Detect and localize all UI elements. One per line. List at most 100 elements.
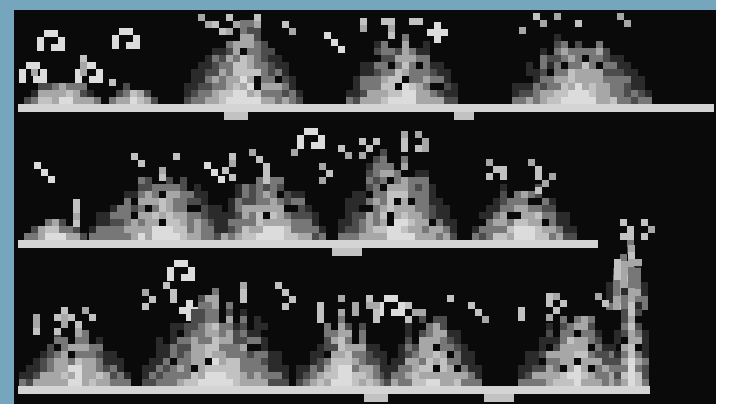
flame-pixel [317,372,324,379]
flame-pixel [642,330,649,337]
flame-pixel [38,83,45,90]
flame-pixel [539,379,546,386]
flame-tongue-pixel [240,289,247,296]
flame-pixel [233,358,240,365]
flame-pixel [261,344,268,351]
flame-pixel [380,212,387,219]
flame-pixel [212,76,219,83]
flame-pixel [394,233,401,240]
flame-pixel [450,219,457,226]
flame-pixel [117,379,124,386]
flame-pixel [256,233,263,240]
flame-pixel [401,205,408,212]
flame-tongue-pixel [89,314,96,321]
flame-pixel [180,177,187,184]
flame-pixel [166,198,173,205]
flame-pixel [526,83,533,90]
flame-pixel [215,212,222,219]
flame-pixel [80,233,87,240]
flame-pixel [547,62,554,69]
flame-pixel [96,233,103,240]
ember-pixel [37,37,44,51]
flame-pixel [198,344,205,351]
floor-strip [18,386,650,394]
flame-pixel [528,219,535,226]
flame-pixel [226,337,233,344]
flame-pixel [582,97,589,104]
flame-pixel [33,379,40,386]
flame-pixel [621,295,628,302]
flame-pixel [152,205,159,212]
flame-pixel [159,212,166,219]
flame-pixel [581,372,588,379]
flame-pixel [366,219,373,226]
flame-tongue-pixel [359,138,366,145]
flame-pixel [602,351,609,358]
flame-pixel [261,41,268,48]
flame-pixel [247,20,254,27]
flame-pixel [191,316,198,323]
flame-pixel [366,372,373,379]
flame-tongue-pixel [641,219,648,226]
flame-tongue-pixel [282,289,289,296]
flame-tongue-pixel [289,296,296,303]
flame-pixel [398,358,405,365]
flame-pixel [426,330,433,337]
flame-pixel [219,69,226,76]
flame-pixel [345,219,352,226]
flame-tongue-pixel [61,307,68,314]
flame-pixel [191,372,198,379]
flame-pixel [419,344,426,351]
flame-pixel [535,191,542,198]
flame-pixel [117,205,124,212]
flame-tongue-pixel [254,21,261,28]
flame-pixel [194,219,201,226]
flame-pixel [201,205,208,212]
flame-pixel [352,372,359,379]
flame-pixel [338,226,345,233]
flame-pixel [521,205,528,212]
flame-tongue-pixel [54,314,61,321]
flame-pixel [124,219,131,226]
flame-pixel [170,344,177,351]
flame-pixel [641,289,648,296]
flame-tongue-pixel [219,28,226,35]
flame-pixel [256,177,263,184]
flame-pixel [416,83,423,90]
flame-pixel [331,372,338,379]
flame-pixel [624,90,631,97]
flame-pixel [366,351,373,358]
flame-pixel [374,48,381,55]
flame-pixel [575,62,582,69]
flame-pixel [374,90,381,97]
flame-pixel [201,226,208,233]
flame-pixel [184,351,191,358]
flame-pixel [588,351,595,358]
flame-pixel [296,365,303,372]
flame-pixel [443,212,450,219]
flame-pixel [500,233,507,240]
flame-pixel [402,90,409,97]
flame-pixel [540,69,547,76]
flame-tongue-pixel [405,302,412,309]
flame-pixel [353,83,360,90]
ember-pixel [126,42,140,49]
flame-pixel [373,226,380,233]
flame-pixel [312,212,319,219]
flame-pixel [394,191,401,198]
flame-pixel [440,372,447,379]
flame-pixel [440,323,447,330]
flame-tongue-pixel [553,307,560,314]
flame-pixel [261,351,268,358]
flame-pixel [240,83,247,90]
floor-drip [224,112,248,120]
flame-pixel [33,372,40,379]
flame-pixel [61,365,68,372]
flame-pixel [628,281,635,288]
flame-pixel [582,90,589,97]
flame-pixel [554,90,561,97]
flame-pixel [444,76,451,83]
flame-pixel [387,205,394,212]
flame-pixel [346,97,353,104]
flame-pixel [263,184,270,191]
